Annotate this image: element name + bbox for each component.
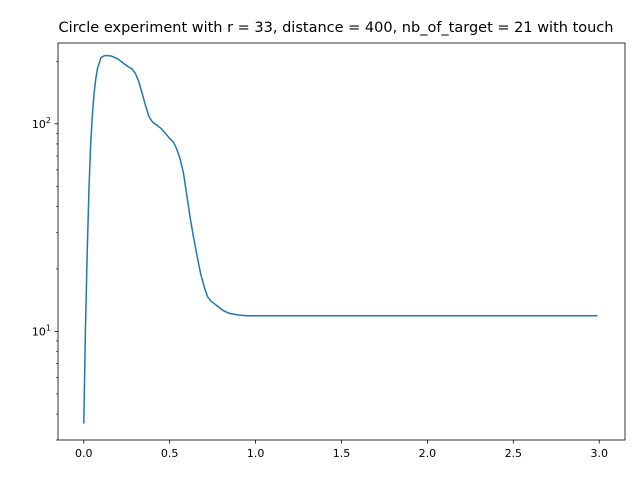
plot-frame (57, 42, 626, 441)
series-line-0 (83, 54, 598, 424)
y-tick-exponent: 1 (46, 323, 51, 332)
chart-title: Circle experiment with r = 33, distance … (59, 20, 614, 36)
y-tick-label: 102 (32, 116, 51, 131)
series-layer (83, 54, 598, 424)
x-tick-label: 3.0 (590, 447, 608, 460)
x-tick-label: 0.0 (75, 447, 93, 460)
y-tick-base: 10 (32, 325, 46, 338)
y-tick-label: 101 (32, 323, 51, 338)
x-tick-label: 2.5 (505, 447, 523, 460)
x-tick-label: 1.0 (247, 447, 265, 460)
x-tick-label: 1.5 (333, 447, 351, 460)
x-tick-label: 2.0 (419, 447, 437, 460)
x-tick-label: 0.5 (161, 447, 179, 460)
x-axis: 0.0 0.5 1.0 1.5 2.0 2.5 3.0 (75, 440, 608, 460)
y-tick-exponent: 2 (46, 116, 51, 125)
y-tick-base: 10 (32, 118, 46, 131)
